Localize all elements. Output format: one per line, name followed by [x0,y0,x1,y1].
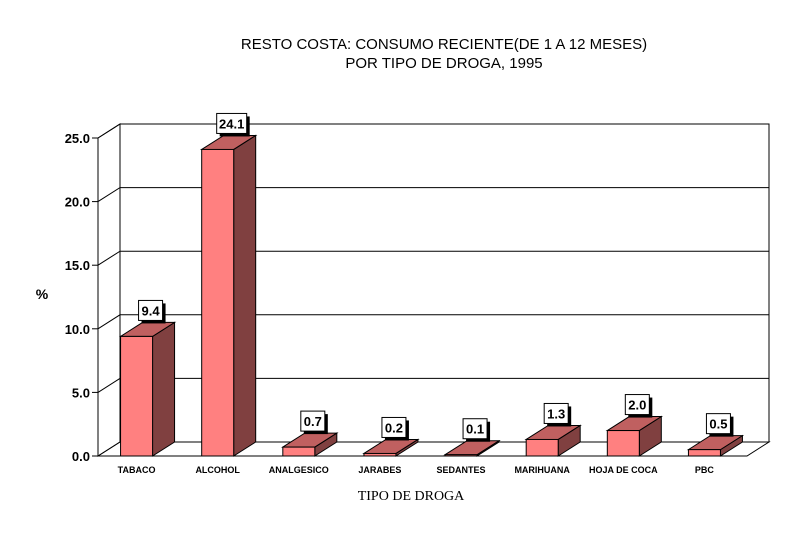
y-tick-label: 15.0 [65,258,90,273]
data-label-box [624,394,650,416]
data-label-text: 2.0 [628,398,646,413]
bar-hoja-de-coca: 2.0 [605,394,664,457]
data-label-box [543,402,569,424]
y-tick-label: 0.0 [72,449,90,464]
x-tick-label: MARIHUANA [514,465,570,475]
gridline [97,377,769,393]
bar-marihuana: 1.3 [524,402,582,457]
plot-frame [96,123,771,457]
bar-front [525,438,559,457]
x-axis: TABACO ALCOHOL ANALGESICO JARABES SEDANTES MA… [98,455,747,475]
data-label-text: 0.1 [466,422,484,437]
y-tick-label: 5.0 [72,385,90,400]
data-label-text: 0.7 [304,414,322,429]
x-tick-label: ANALGESICO [269,465,329,475]
data-label-text: 0.5 [709,417,727,432]
data-label-text: 1.3 [547,406,565,421]
data-label-text: 9.4 [142,303,161,318]
bar-alcohol: 24.1 [199,112,258,457]
gridline [97,314,769,330]
y-tick-label: 10.0 [65,322,90,337]
data-label-text: 24.1 [219,116,244,131]
bar-analgesico: 0.7 [281,410,339,457]
x-tick-label: HOJA DE COCA [589,465,658,475]
x-tick-label: SEDANTES [437,465,486,475]
data-label-box [705,413,731,435]
bar-tabaco: 9.4 [118,299,177,457]
data-label-box [138,299,164,321]
y-axis-label: % [36,286,49,302]
gridline [97,187,769,203]
bar-front [282,446,316,457]
x-axis-label: TIPO DE DROGA [358,489,465,504]
bar-front [606,430,640,457]
gridlines [97,123,769,393]
bar-side [152,321,176,457]
chart-title-line2: POR TIPO DE DROGA, 1995 [345,55,542,72]
data-label: 9.4 [138,299,166,324]
x-tick-label: JARABES [358,465,401,475]
bars: 9.4 24.1 0.7 0.2 0.1 1.3 2.0 0.5 [118,112,745,457]
bar-front [120,335,154,457]
bar-pbc: 0.5 [686,413,745,457]
data-label-box [462,418,488,440]
bar-jarabes: 0.2 [362,416,420,457]
data-label-text: 0.2 [385,420,403,435]
y-axis: 0.0 5.0 10.0 15.0 20.0 25.0 [65,131,99,464]
data-label-box [216,112,248,134]
data-label-box [300,410,326,432]
gridline [97,250,769,266]
bar-side [233,134,257,457]
data-label-box [381,416,407,438]
x-tick-label: TABACO [118,465,156,475]
data-label: 24.1 [216,112,250,137]
data-label: 0.7 [300,410,328,435]
bar-sedantes: 0.1 [443,418,501,457]
floor [96,441,771,457]
chart-title-line1: RESTO COSTA: CONSUMO RECIENTE(DE 1 A 12 … [241,36,647,53]
data-label: 2.0 [624,394,653,418]
x-tick-label: PBC [695,465,715,475]
side-wall [97,123,121,457]
data-label: 0.2 [381,416,409,441]
bar-front [201,148,235,457]
gridline [97,123,769,139]
data-label: 0.1 [462,418,491,442]
x-tick-label: ALCOHOL [195,465,240,475]
y-tick-label: 20.0 [65,195,90,210]
data-label: 1.3 [543,402,572,427]
y-tick-label: 25.0 [65,131,90,146]
data-label: 0.5 [705,413,734,437]
bar-front [687,449,721,457]
